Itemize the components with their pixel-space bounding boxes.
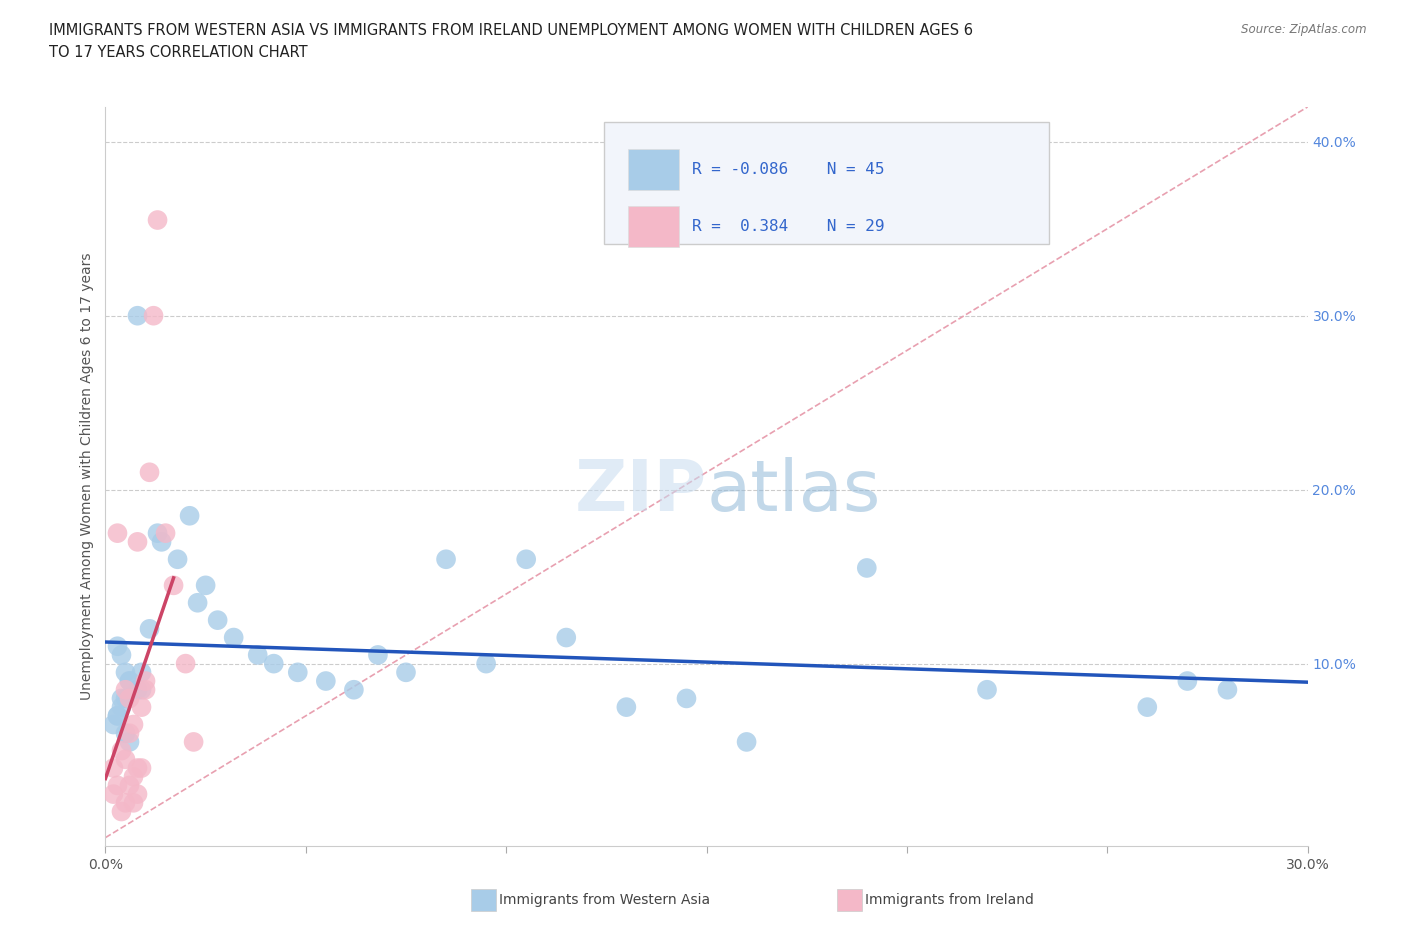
Point xyxy=(103,761,125,776)
Y-axis label: Unemployment Among Women with Children Ages 6 to 17 years: Unemployment Among Women with Children A… xyxy=(80,253,94,700)
Point xyxy=(131,699,153,714)
FancyBboxPatch shape xyxy=(605,122,1049,244)
Point xyxy=(122,795,145,810)
Point xyxy=(118,735,141,750)
Point xyxy=(131,761,153,776)
Point xyxy=(162,578,184,592)
Point xyxy=(976,683,998,698)
Point xyxy=(135,683,157,698)
Point xyxy=(174,657,197,671)
Point xyxy=(127,535,149,550)
Text: Immigrants from Ireland: Immigrants from Ireland xyxy=(865,893,1033,908)
Point xyxy=(107,639,129,654)
Point xyxy=(263,657,285,671)
Bar xyxy=(837,889,862,911)
Point xyxy=(103,717,125,732)
Point xyxy=(127,683,149,698)
Text: R =  0.384    N = 29: R = 0.384 N = 29 xyxy=(692,219,884,234)
Point xyxy=(118,725,141,740)
Point xyxy=(1177,673,1199,688)
Point xyxy=(103,787,125,802)
Point xyxy=(110,691,132,706)
Text: atlas: atlas xyxy=(707,457,882,525)
Point xyxy=(110,743,132,758)
Point xyxy=(367,647,389,662)
Point xyxy=(166,551,188,566)
Text: ZIP: ZIP xyxy=(574,457,707,525)
Point xyxy=(110,699,132,714)
Point xyxy=(114,795,136,810)
Point xyxy=(131,665,153,680)
Point xyxy=(122,769,145,784)
Point xyxy=(515,551,537,566)
Point xyxy=(114,691,136,706)
Point xyxy=(118,691,141,706)
Point xyxy=(114,665,136,680)
Bar xyxy=(471,889,496,911)
Point xyxy=(107,525,129,540)
Point xyxy=(127,761,149,776)
Point xyxy=(122,717,145,732)
Point xyxy=(146,525,169,540)
Point xyxy=(222,631,245,645)
Point xyxy=(616,699,638,714)
Point xyxy=(107,778,129,793)
Point xyxy=(118,673,141,688)
Text: IMMIGRANTS FROM WESTERN ASIA VS IMMIGRANTS FROM IRELAND UNEMPLOYMENT AMONG WOMEN: IMMIGRANTS FROM WESTERN ASIA VS IMMIGRAN… xyxy=(49,23,973,60)
Bar xyxy=(628,150,679,190)
Point xyxy=(107,709,129,724)
Point xyxy=(179,509,201,524)
Point xyxy=(146,213,169,228)
Point xyxy=(114,683,136,698)
Point xyxy=(110,647,132,662)
Point xyxy=(150,535,173,550)
Point xyxy=(475,657,498,671)
Point xyxy=(675,691,697,706)
Point xyxy=(343,683,366,698)
Point xyxy=(135,673,157,688)
Point xyxy=(194,578,217,592)
Point xyxy=(142,308,165,323)
Point xyxy=(315,673,337,688)
Point xyxy=(138,465,160,480)
Text: Source: ZipAtlas.com: Source: ZipAtlas.com xyxy=(1241,23,1367,36)
Point xyxy=(138,621,160,636)
Point xyxy=(434,551,457,566)
Point xyxy=(114,751,136,766)
Point xyxy=(155,525,177,540)
Point xyxy=(207,613,229,628)
Point xyxy=(118,778,141,793)
Point xyxy=(855,561,877,576)
Point xyxy=(1136,699,1159,714)
Point xyxy=(735,735,758,750)
Point xyxy=(127,308,149,323)
Point xyxy=(1216,683,1239,698)
Point xyxy=(127,787,149,802)
Point xyxy=(246,647,269,662)
Point xyxy=(107,709,129,724)
Point xyxy=(131,683,153,698)
Point xyxy=(395,665,418,680)
Point xyxy=(110,804,132,819)
Bar xyxy=(628,206,679,247)
Point xyxy=(183,735,205,750)
Point xyxy=(287,665,309,680)
Point xyxy=(118,673,141,688)
Point xyxy=(114,725,136,740)
Point xyxy=(187,595,209,610)
Point xyxy=(555,631,578,645)
Text: R = -0.086    N = 45: R = -0.086 N = 45 xyxy=(692,163,884,178)
Text: Immigrants from Western Asia: Immigrants from Western Asia xyxy=(499,893,710,908)
